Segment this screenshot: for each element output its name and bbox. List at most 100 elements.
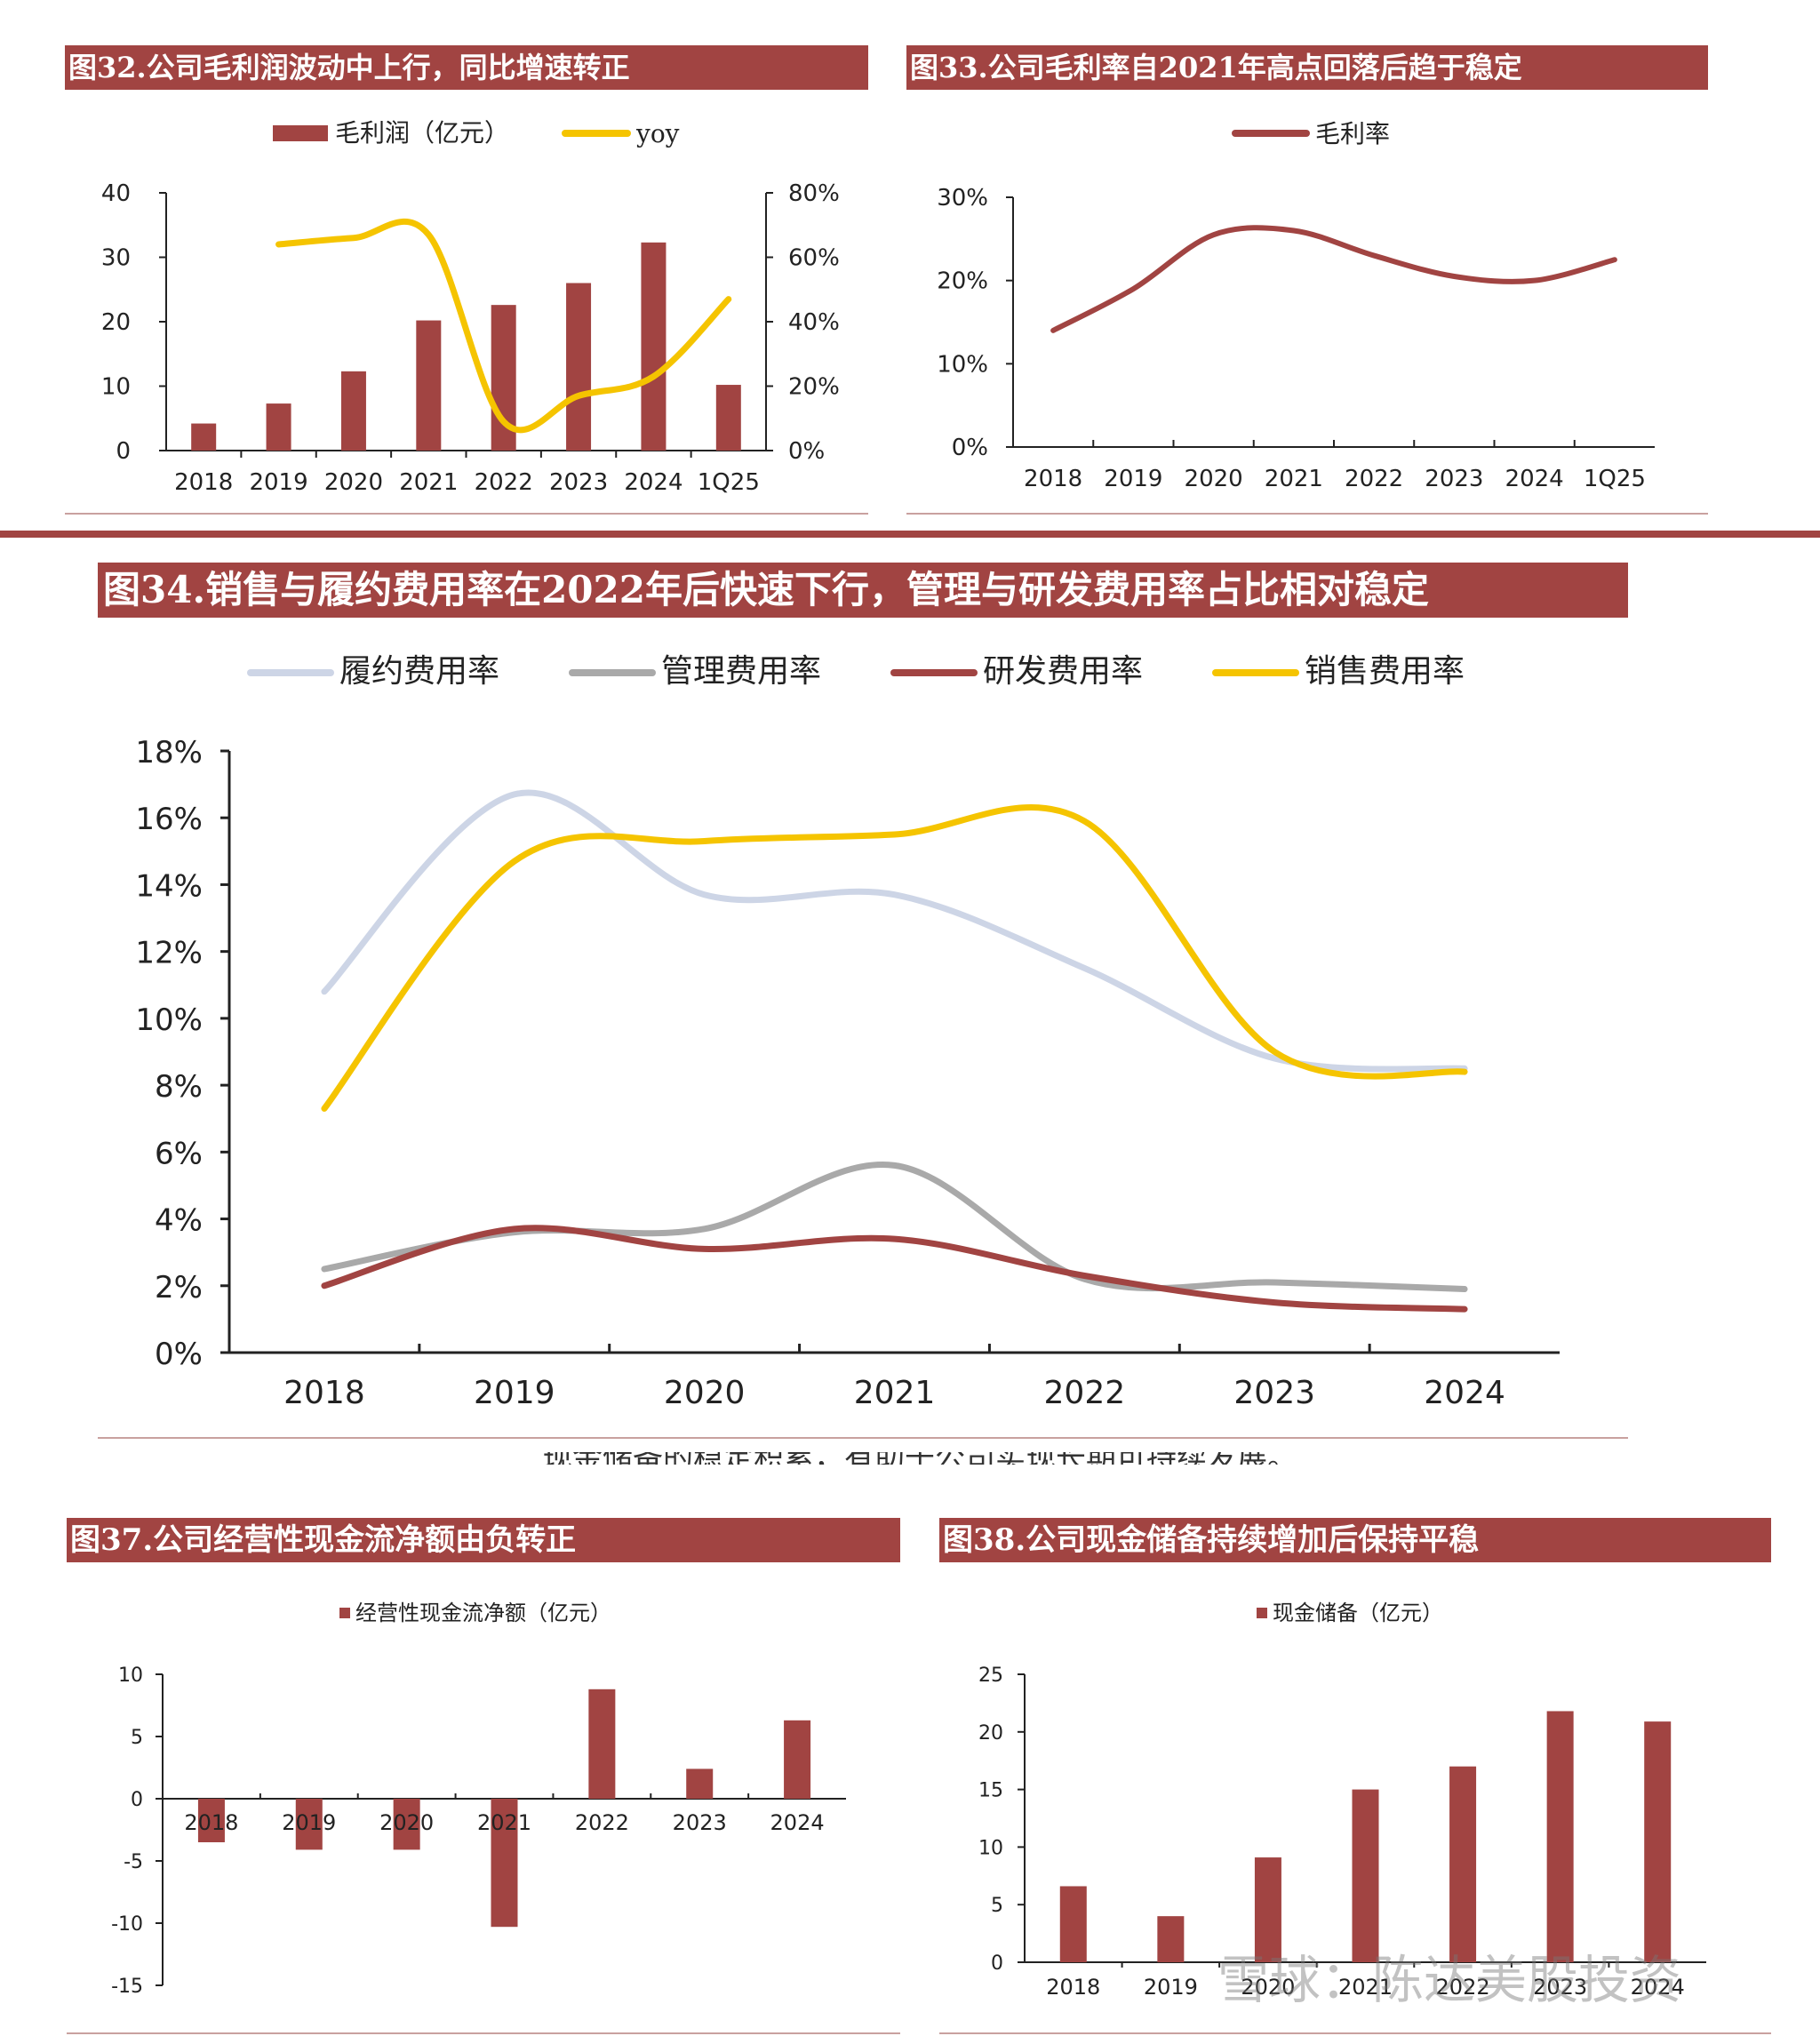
fig37-y-tick-label: -10 bbox=[111, 1913, 143, 1936]
figure-37-bottom-rule bbox=[67, 2032, 900, 2034]
fig37-bar bbox=[784, 1720, 811, 1799]
figure-33-title: 图33.公司毛利率自2021年高点回落后趋于稳定 bbox=[906, 45, 1708, 90]
fig34-y-tick-label: 12% bbox=[135, 936, 203, 971]
fig38-bar bbox=[1059, 1886, 1087, 1962]
figure-34-title: 图34.销售与履约费用率在2022年后快速下行，管理与研发费用率占比相对稳定 bbox=[98, 563, 1628, 618]
fig38-bar bbox=[1157, 1916, 1185, 1962]
fig34-y-tick-label: 4% bbox=[155, 1203, 203, 1239]
figure-38-bottom-rule bbox=[939, 2032, 1771, 2034]
fig34-rnd-expense-line bbox=[321, 1225, 1468, 1313]
fig38-y-tick-label: 10 bbox=[978, 1837, 1003, 1859]
fig34-x-tick-label: 2022 bbox=[1044, 1375, 1126, 1411]
fig34-x-tick-label: 2023 bbox=[1233, 1375, 1315, 1411]
fig38-cash-reserve-legend-label: 现金储备（亿元） bbox=[1273, 1601, 1443, 1625]
fig38-y-tick-label: 5 bbox=[991, 1895, 1003, 1917]
figure-38-title: 图38.公司现金储备持续增加后保持平稳 bbox=[939, 1518, 1771, 1562]
fig38-x-tick-label: 2018 bbox=[1046, 1975, 1100, 2000]
section-divider bbox=[0, 531, 1820, 538]
fig34-performance-expense-line bbox=[321, 789, 1468, 1073]
fig33-x-tick-label: 2021 bbox=[1265, 466, 1323, 492]
fig32-x-tick-label: 2018 bbox=[174, 469, 233, 496]
fig32-bar bbox=[641, 242, 667, 451]
fig33-x-tick-label: 2023 bbox=[1425, 466, 1483, 492]
fig37-y-tick-label: 0 bbox=[131, 1789, 143, 1811]
fig38-bar bbox=[1546, 1711, 1574, 1962]
fig34-sales-expense-line bbox=[321, 804, 1468, 1112]
fig38-bar bbox=[1449, 1766, 1477, 1962]
fig32-yoy-line bbox=[275, 219, 732, 434]
fig34-y-tick-label: 6% bbox=[155, 1136, 203, 1171]
fig37-y-tick-label: 5 bbox=[131, 1727, 143, 1749]
fig34-y-tick-label: 8% bbox=[155, 1069, 203, 1105]
fig34-admin-expense-line bbox=[321, 1161, 1468, 1293]
fig33-x-tick-label: 2024 bbox=[1505, 466, 1564, 492]
fig32-x-tick-label: 2020 bbox=[324, 469, 383, 496]
fig38-x-tick-label: 2024 bbox=[1631, 1975, 1685, 2000]
fig37-x-tick-label: 2020 bbox=[379, 1810, 434, 1835]
fig33-x-tick-label: 2018 bbox=[1024, 466, 1082, 492]
fig33-x-tick-label: 2022 bbox=[1345, 466, 1403, 492]
fig34-x-tick-label: 2018 bbox=[283, 1375, 365, 1411]
fig38-x-tick-label: 2019 bbox=[1144, 1975, 1198, 2000]
fig38-bar bbox=[1254, 1857, 1281, 1962]
fig37-x-tick-label: 2024 bbox=[770, 1810, 825, 1835]
fig33-x-tick-label: 2019 bbox=[1104, 466, 1162, 492]
fig32-right-tick-label: 80% bbox=[788, 180, 840, 207]
fig33-x-tick-label: 2020 bbox=[1185, 466, 1243, 492]
fig32-right-tick-label: 0% bbox=[788, 438, 825, 465]
fig32-gross-profit-legend-label: 毛利润（亿元） bbox=[335, 118, 509, 148]
fig32-x-tick-label: 2022 bbox=[475, 469, 533, 496]
fig32-bar bbox=[715, 385, 741, 451]
fig32-gross-profit-legend-swatch bbox=[273, 125, 328, 141]
fig33-y-tick-label: 20% bbox=[937, 268, 988, 295]
fig32-right-tick-label: 40% bbox=[788, 309, 840, 336]
fig37-op-cashflow-legend-swatch bbox=[339, 1608, 350, 1618]
fig34-sales-expense-legend-label: 销售费用率 bbox=[1305, 653, 1465, 690]
fig38-x-tick-label: 2022 bbox=[1436, 1975, 1490, 2000]
fig34-rnd-expense-legend-label: 研发费用率 bbox=[983, 653, 1143, 690]
fig32-bar bbox=[340, 371, 366, 451]
fig37-bar bbox=[295, 1799, 323, 1850]
fig38-x-tick-label: 2020 bbox=[1241, 1975, 1295, 2000]
fig33-y-tick-label: 30% bbox=[937, 185, 988, 212]
fig34-x-tick-label: 2021 bbox=[854, 1375, 936, 1411]
fig32-x-tick-label: 2024 bbox=[624, 469, 682, 496]
fig32-left-tick-label: 20 bbox=[101, 309, 131, 336]
watermark: 雪球：陈达美股投资 bbox=[1217, 1950, 1682, 2010]
fig33-y-tick-label: 10% bbox=[937, 351, 988, 378]
figure-34-bottom-rule bbox=[98, 1437, 1628, 1439]
fig34-admin-expense-legend-label: 管理费用率 bbox=[661, 653, 821, 690]
fig34-y-tick-label: 14% bbox=[135, 868, 203, 904]
figure-32-bottom-rule bbox=[65, 513, 868, 515]
fig32-x-tick-label: 2021 bbox=[399, 469, 458, 496]
fig33-gross-margin-line bbox=[1050, 225, 1617, 333]
fig32-bar bbox=[266, 403, 291, 451]
fig34-x-tick-label: 2020 bbox=[664, 1375, 746, 1411]
fig37-y-tick-label: -15 bbox=[111, 1976, 143, 1998]
figure-37-title: 图37.公司经营性现金流净额由负转正 bbox=[67, 1518, 900, 1562]
fig37-x-tick-label: 2018 bbox=[184, 1810, 238, 1835]
fig34-x-tick-label: 2024 bbox=[1424, 1375, 1505, 1411]
fig32-x-tick-label: 2019 bbox=[249, 469, 307, 496]
fig33-y-tick-label: 0% bbox=[952, 435, 988, 461]
fig38-x-tick-label: 2023 bbox=[1533, 1975, 1587, 2000]
fig32-left-tick-label: 10 bbox=[101, 374, 131, 401]
fig37-x-tick-label: 2019 bbox=[282, 1810, 336, 1835]
fig37-x-tick-label: 2021 bbox=[477, 1810, 531, 1835]
fig38-cash-reserve-legend-swatch bbox=[1257, 1608, 1267, 1618]
fig37-x-tick-label: 2022 bbox=[575, 1810, 629, 1835]
fig34-performance-expense-legend-label: 履约费用率 bbox=[339, 653, 499, 690]
fig32-bar bbox=[416, 320, 442, 451]
fig34-y-tick-label: 18% bbox=[135, 735, 203, 770]
fig32-left-tick-label: 30 bbox=[101, 245, 131, 272]
fig38-y-tick-label: 20 bbox=[978, 1722, 1003, 1745]
fig37-y-tick-label: 10 bbox=[118, 1665, 143, 1687]
fig37-bar bbox=[393, 1799, 420, 1850]
fig33-x-tick-label: 1Q25 bbox=[1584, 466, 1646, 492]
fig37-x-tick-label: 2023 bbox=[673, 1810, 727, 1835]
fig32-bar bbox=[191, 423, 217, 451]
